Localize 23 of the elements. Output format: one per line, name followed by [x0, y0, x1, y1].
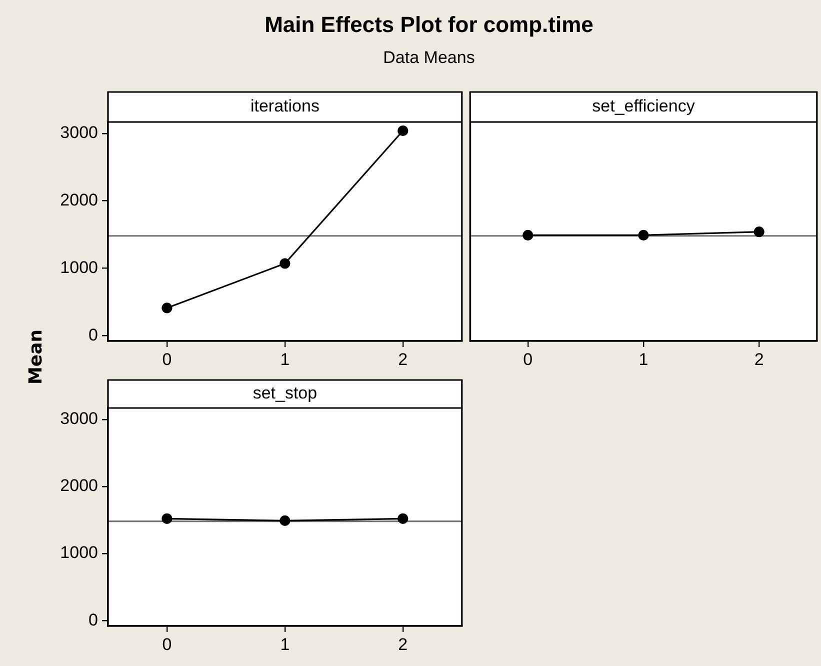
y-tick-label: 0 [88, 325, 98, 344]
x-tick-label: 0 [162, 350, 172, 369]
x-axis-title: set_stop [252, 384, 318, 403]
y-tick-label: 1000 [60, 258, 98, 277]
x-tick-label: 2 [754, 350, 764, 369]
y-tick-label: 1000 [60, 543, 98, 562]
x-axis-title: set_efficiency [592, 96, 696, 116]
x-axis-title: iterations [250, 96, 320, 116]
y-tick-label: 3000 [60, 409, 98, 428]
x-tick-label: 2 [398, 350, 408, 369]
y-tick-label: 2000 [60, 476, 98, 496]
y-tick-label: 0 [88, 610, 98, 630]
y-tick-label: 3000 [60, 123, 98, 142]
x-tick-label: 1 [638, 350, 648, 369]
chart-subtitle: Data Means [382, 48, 476, 68]
x-tick-label: 1 [280, 350, 290, 369]
chart-title: Main Effects Plot for comp.time [264, 12, 594, 38]
y-tick-label: 2000 [60, 190, 98, 210]
x-tick-label: 0 [162, 634, 172, 654]
x-tick-label: 2 [398, 634, 408, 654]
x-tick-label: 0 [523, 350, 533, 369]
x-tick-label: 1 [280, 634, 290, 654]
y-axis-title: Mean [26, 329, 46, 385]
